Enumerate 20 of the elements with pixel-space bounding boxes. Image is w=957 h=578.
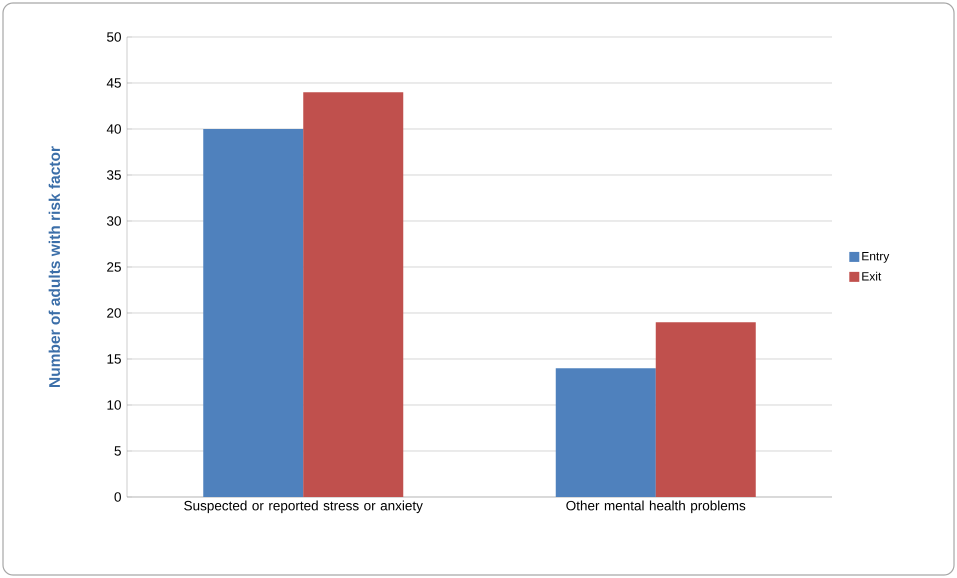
y-tick-label: 5 [114, 446, 121, 456]
y-tick-label: 50 [107, 32, 121, 42]
bar [203, 128, 304, 497]
y-tick-label: 20 [107, 308, 121, 318]
y-tick-label: 35 [106, 170, 121, 180]
y-tick-label: 30 [106, 216, 121, 226]
y-tick-label: 0 [114, 492, 121, 502]
x-tick-label: Suspected or reported stress or anxiety [184, 500, 423, 514]
bar [556, 368, 656, 497]
y-tick-label: 15 [107, 354, 121, 364]
y-tick-label: 45 [106, 78, 121, 88]
y-tick-label: 25 [107, 262, 121, 272]
legend-label: Exit [862, 272, 882, 281]
y-axis-title: Number of adults with risk factor [48, 146, 60, 387]
y-tick-label: 10 [107, 400, 121, 410]
bar [656, 322, 756, 497]
y-tick-label: 40 [106, 124, 121, 134]
legend-label: Entry [862, 252, 890, 263]
x-tick-label: Other mental health problems [566, 500, 746, 514]
bar [303, 92, 404, 497]
